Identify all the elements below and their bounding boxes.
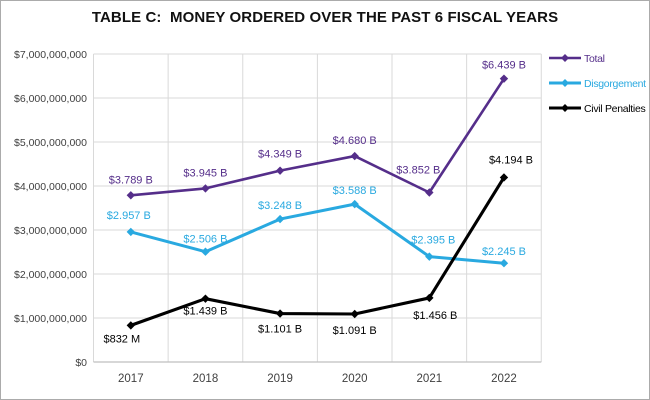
x-axis-labels: 2017 2018 2019 2020 2021 2022	[118, 373, 517, 385]
data-point-total-2018	[201, 184, 210, 193]
data-point-disgorgement-2021	[425, 252, 434, 261]
legend-marker-disgorgement	[561, 79, 569, 87]
legend-label-total: Total	[584, 53, 605, 65]
data-label-disgorgement-2021: $2.395 B	[411, 235, 455, 247]
data-label-disgorgement-2018: $2.506 B	[183, 234, 227, 246]
data-point-civil-penalties-2021	[425, 293, 434, 303]
y-tick-label: $4,000,000,000	[14, 181, 87, 193]
series-line-disgorgement	[130, 202, 505, 265]
y-tick-label: $2,000,000,000	[14, 269, 87, 281]
data-point-disgorgement-2022	[499, 259, 509, 268]
data-label-total-2021: $3.852 B	[396, 165, 440, 177]
data-point-civil-penalties-2018	[201, 294, 210, 303]
y-tick-label: $7,000,000,000	[14, 49, 87, 61]
legend-item-disgorgement: Disgorgement	[549, 78, 646, 90]
data-point-civil-penalties-2022	[499, 173, 509, 182]
y-tick-label: $1,000,000,000	[14, 313, 87, 325]
x-tick-label-2019: 2019	[267, 373, 293, 385]
data-label-total-2020: $4.680 B	[333, 135, 377, 147]
data-point-total-2019	[275, 166, 285, 175]
y-tick-label: $0	[75, 357, 87, 369]
x-tick-label-2020: 2020	[342, 373, 368, 385]
data-point-disgorgement-2018	[201, 247, 210, 256]
legend-marker-civil-penalties	[561, 104, 569, 112]
data-label-civil-penalties-2021: $1.456 B	[413, 310, 457, 322]
x-tick-label-2022: 2022	[491, 373, 517, 385]
data-point-disgorgement-2020	[350, 199, 359, 209]
data-label-civil-penalties-2019: $1.101 B	[258, 324, 302, 336]
data-point-total-2020	[350, 151, 359, 161]
legend: Total Disgorgement Civil Penalties	[549, 53, 646, 115]
legend-item-total: Total	[549, 53, 605, 65]
data-label-civil-penalties-2020: $1.091 B	[333, 325, 377, 337]
legend-label-civil-penalties: Civil Penalties	[584, 103, 645, 115]
data-label-total-2019: $4.349 B	[258, 149, 302, 161]
data-point-civil-penalties-2020	[350, 309, 359, 319]
y-tick-label: $5,000,000,000	[14, 137, 87, 149]
data-point-civil-penalties-2017	[126, 321, 136, 330]
series-civil-penalties: $832 M $1.439 B $1.101 B $1.091 B $1.456 B $4…	[103, 154, 533, 345]
gridlines	[93, 53, 542, 363]
data-point-disgorgement-2017	[126, 227, 136, 237]
data-label-disgorgement-2022: $2.245 B	[482, 246, 526, 258]
data-label-disgorgement-2019: $3.248 B	[258, 200, 302, 212]
data-label-civil-penalties-2022: $4.194 B	[489, 154, 533, 166]
data-point-civil-penalties-2019	[275, 309, 285, 318]
data-label-disgorgement-2017: $2.957 B	[107, 210, 151, 222]
data-label-total-2018: $3.945 B	[183, 167, 227, 179]
data-point-disgorgement-2019	[275, 214, 285, 224]
legend-marker-total	[561, 54, 569, 62]
x-tick-label-2018: 2018	[193, 373, 219, 385]
series-line-civil-penalties	[130, 176, 506, 327]
legend-label-disgorgement: Disgorgement	[584, 78, 646, 90]
data-point-total-2017	[126, 191, 136, 200]
data-point-total-2022	[499, 74, 509, 83]
y-axis-labels: $0 $1,000,000,000 $2,000,000,000 $3,000,000…	[14, 49, 87, 369]
series-disgorgement: $2.957 B $2.506 B $3.248 B $3.588 B $2.395 B…	[107, 185, 526, 268]
data-label-civil-penalties-2017: $832 M	[103, 333, 140, 345]
y-tick-label: $3,000,000,000	[14, 225, 87, 237]
x-tick-label-2021: 2021	[417, 373, 443, 385]
chart-title: TABLE C: MONEY ORDERED OVER THE PAST 6 F…	[91, 9, 559, 26]
data-label-total-2022: $6.439 B	[482, 60, 526, 72]
data-label-civil-penalties-2018: $1.439 B	[183, 306, 227, 318]
x-tick-label-2017: 2017	[118, 373, 144, 385]
legend-item-civil-penalties: Civil Penalties	[549, 103, 646, 115]
data-label-disgorgement-2020: $3.588 B	[333, 185, 377, 197]
series-total: $3.789 B $3.945 B $4.349 B $4.680 B $3.852 B…	[109, 60, 526, 200]
series-line-total	[130, 77, 506, 197]
y-tick-label: $6,000,000,000	[14, 93, 87, 105]
data-label-total-2017: $3.789 B	[109, 174, 153, 186]
data-point-total-2021	[425, 188, 434, 197]
